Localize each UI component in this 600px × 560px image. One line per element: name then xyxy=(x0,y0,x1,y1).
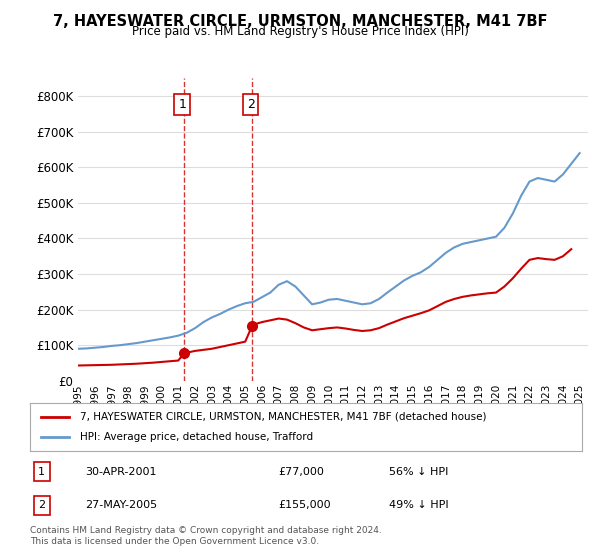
Text: 1: 1 xyxy=(178,98,186,111)
Text: 49% ↓ HPI: 49% ↓ HPI xyxy=(389,501,448,510)
Text: 30-APR-2001: 30-APR-2001 xyxy=(85,467,157,477)
Text: Contains HM Land Registry data © Crown copyright and database right 2024.
This d: Contains HM Land Registry data © Crown c… xyxy=(30,526,382,546)
Text: 27-MAY-2005: 27-MAY-2005 xyxy=(85,501,157,510)
Text: 56% ↓ HPI: 56% ↓ HPI xyxy=(389,467,448,477)
Text: £77,000: £77,000 xyxy=(278,467,324,477)
Text: £155,000: £155,000 xyxy=(278,501,331,510)
Text: Price paid vs. HM Land Registry's House Price Index (HPI): Price paid vs. HM Land Registry's House … xyxy=(131,25,469,38)
Text: 2: 2 xyxy=(38,501,46,510)
Text: 2: 2 xyxy=(247,98,254,111)
Text: HPI: Average price, detached house, Trafford: HPI: Average price, detached house, Traf… xyxy=(80,432,313,442)
Text: 1: 1 xyxy=(38,467,45,477)
Text: 7, HAYESWATER CIRCLE, URMSTON, MANCHESTER, M41 7BF: 7, HAYESWATER CIRCLE, URMSTON, MANCHESTE… xyxy=(53,14,547,29)
Text: 7, HAYESWATER CIRCLE, URMSTON, MANCHESTER, M41 7BF (detached house): 7, HAYESWATER CIRCLE, URMSTON, MANCHESTE… xyxy=(80,412,486,422)
